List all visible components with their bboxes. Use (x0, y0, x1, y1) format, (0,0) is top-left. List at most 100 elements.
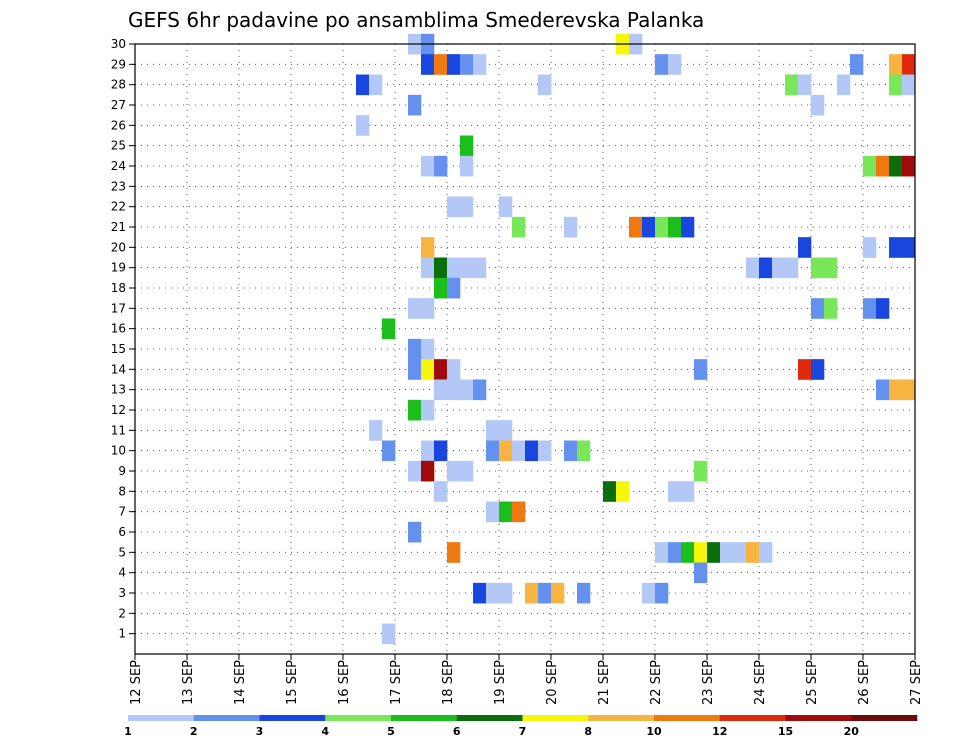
legend-label: 1 (124, 725, 132, 738)
grid-layer (134, 43, 916, 654)
y-tick-label: 12 (111, 403, 126, 417)
heatmap-cell (889, 74, 903, 96)
heatmap-cell (512, 216, 526, 238)
heatmap-cell (759, 257, 773, 279)
heatmap-cell (408, 399, 422, 421)
legend-label: 6 (453, 725, 461, 738)
x-tick-label: 25 SEP (805, 660, 820, 705)
heatmap-cell (577, 440, 591, 462)
heatmap-cell (369, 420, 383, 441)
heatmap-cell (447, 196, 461, 218)
y-tick-label: 25 (111, 139, 126, 153)
heatmap-cell (460, 196, 474, 218)
heatmap-cell (447, 460, 461, 482)
heatmap-cell (642, 582, 656, 604)
y-tick-label: 7 (118, 505, 126, 519)
legend-label: 3 (256, 725, 264, 738)
heatmap-cell (889, 54, 903, 75)
heatmap-cell (434, 257, 448, 279)
heatmap-cell (486, 420, 500, 441)
heatmap-cell (447, 542, 461, 563)
y-tick-label: 8 (118, 484, 126, 498)
heatmap-cell (577, 582, 591, 604)
heatmap-cell (655, 54, 669, 75)
heatmap-cell (525, 582, 539, 604)
heatmap-cell (421, 237, 435, 258)
heatmap-cell (421, 155, 435, 177)
x-tick-label: 23 SEP (701, 660, 716, 705)
heatmap-cell (798, 74, 812, 96)
heatmap-cell (460, 135, 474, 157)
y-tick-label: 2 (118, 606, 126, 620)
heatmap-cell (486, 501, 500, 523)
y-tick-label: 17 (111, 301, 126, 315)
heatmap-cell (460, 379, 474, 401)
heatmap-cell (382, 623, 396, 645)
heatmap-cell (668, 481, 682, 502)
heatmap-cell (434, 481, 448, 502)
legend-swatch (851, 715, 918, 721)
heatmap-cell (512, 501, 526, 523)
y-tick-label: 6 (118, 525, 126, 539)
heatmap-cell (655, 582, 669, 604)
heatmap-cell (408, 338, 422, 360)
heatmap-cell (720, 542, 734, 563)
x-tick-label: 22 SEP (649, 660, 664, 705)
legend-label: 20 (844, 725, 860, 738)
y-tick-label: 26 (111, 118, 126, 132)
heatmap-cell (824, 257, 838, 279)
heatmap-cell (473, 54, 487, 75)
heatmap-cell (473, 257, 487, 279)
y-tick-label: 28 (111, 78, 126, 92)
y-tick-label: 29 (111, 57, 126, 71)
heatmap-cell (668, 542, 682, 563)
y-tick-label: 23 (111, 179, 126, 193)
x-tick-label: 17 SEP (389, 660, 404, 705)
x-tick-label: 26 SEP (857, 660, 872, 705)
heatmap-cell (421, 399, 435, 421)
heatmap-cell (421, 460, 435, 482)
x-tick-label: 21 SEP (597, 660, 612, 705)
heatmap-cell (434, 440, 448, 462)
heatmap-cell (850, 54, 864, 75)
heatmap-cell (889, 379, 903, 401)
heatmap-cell (603, 481, 617, 502)
y-tick-label: 27 (111, 98, 126, 112)
heatmap-cell (902, 74, 916, 96)
heatmap-cell (356, 74, 370, 96)
heatmap-cell (408, 94, 422, 116)
heatmap-cell (681, 481, 695, 502)
heatmap-cell (460, 155, 474, 177)
heatmap-cell (538, 440, 552, 462)
heatmap-cell (824, 298, 838, 319)
legend-swatch (719, 715, 786, 721)
heatmap-cell (694, 460, 708, 482)
heatmap-cell (785, 74, 799, 96)
heatmap-cell (876, 155, 890, 177)
legend-swatch (588, 715, 655, 721)
y-tick-label: 9 (118, 464, 126, 478)
y-tick-label: 16 (111, 322, 126, 336)
heatmap-cell (811, 94, 825, 116)
heatmap-cell (629, 216, 643, 238)
heatmap-cell (447, 257, 461, 279)
legend-swatch (522, 715, 589, 721)
legend-swatch (128, 715, 195, 721)
heatmap-cell (876, 298, 890, 319)
heatmap-cell (642, 216, 656, 238)
heatmap-cell (460, 257, 474, 279)
y-tick-label: 30 (111, 37, 126, 51)
y-tick-label: 15 (111, 342, 126, 356)
heatmap-cell (902, 379, 916, 401)
legend-swatch (456, 715, 523, 721)
heatmap-cell (837, 74, 851, 96)
heatmap-cell (486, 582, 500, 604)
heatmap-cell (876, 379, 890, 401)
y-tick-label: 10 (111, 444, 126, 458)
y-axis: 1234567891011121314151617181920212223242… (111, 37, 135, 641)
y-tick-label: 18 (111, 281, 126, 295)
heatmap-cell (499, 420, 513, 441)
heatmap-cell (902, 237, 916, 258)
y-tick-label: 11 (111, 423, 126, 437)
heatmap-cell (421, 440, 435, 462)
